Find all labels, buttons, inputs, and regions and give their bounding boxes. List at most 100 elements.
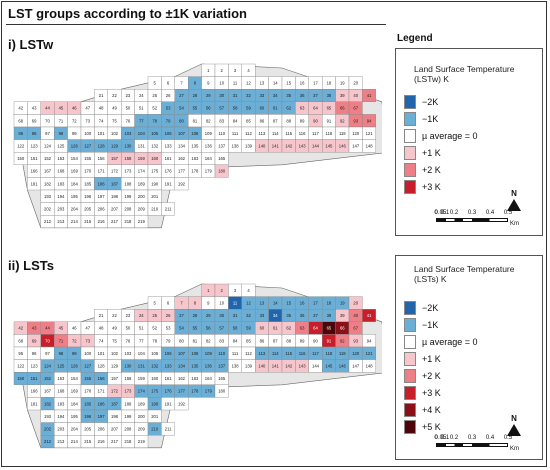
grid-cell-id: 33 [260, 313, 265, 318]
grid-cell-id: 108 [191, 351, 199, 356]
grid-cell: 8 [187, 296, 202, 310]
grid-cell-id: 5 [154, 81, 157, 86]
grid-cell-id: 113 [259, 351, 266, 356]
grid-cell-id: 211 [165, 427, 172, 432]
grid-cell: 74 [94, 334, 109, 348]
grid-cell: 216 [94, 434, 109, 448]
scale-tick-label: 0.2 [449, 435, 459, 441]
grid-cell: 170 [80, 164, 95, 178]
grid-cell-id: 131 [138, 364, 146, 369]
grid-cell-id: 101 [98, 131, 106, 136]
legend-class-label: µ average = 0 [422, 131, 478, 141]
grid-cell-id: 100 [84, 351, 92, 356]
grid-cell-id: 117 [312, 131, 319, 136]
grid-cell: 94 [362, 334, 376, 348]
grid-cell-id: 137 [218, 364, 226, 369]
grid-cell-id: 59 [246, 326, 251, 331]
grid-cell: 94 [362, 114, 376, 128]
grid-cell: 162 [174, 151, 189, 165]
grid-cell: 103 [120, 126, 135, 140]
grid-cell-id: 2 [221, 288, 224, 293]
grid-cell: 17 [308, 76, 323, 90]
grid-cell-id: 32 [246, 313, 251, 318]
grid-cell: 128 [94, 139, 109, 153]
grid-cell: 212 [40, 434, 55, 448]
grid-cell-id: 41 [367, 93, 372, 98]
grid-cell-id: 37 [313, 313, 318, 318]
grid-cell: 180 [214, 384, 229, 398]
grid-cell-fill [161, 422, 175, 436]
grid-cell: 114 [268, 346, 283, 360]
grid-cell-id: 124 [44, 144, 52, 149]
grid-cell: 15 [281, 76, 296, 90]
legend-class-label: +3 K [422, 388, 441, 398]
grid-cell: 152 [40, 371, 55, 385]
grid-cell-id: 167 [44, 389, 52, 394]
grid-cell-id: 95 [18, 131, 23, 136]
grid-cell: 108 [187, 346, 202, 360]
grid-cell-id: 37 [313, 93, 318, 98]
grid-cell: 10 [214, 296, 229, 310]
grid-cell-id: 34 [273, 313, 278, 318]
grid-cell: 215 [80, 214, 95, 228]
grid-cell: 143 [295, 359, 309, 373]
grid-cell: 117 [308, 126, 323, 140]
grid-cell: 3 [228, 283, 242, 297]
grid-cell-id: 192 [178, 181, 186, 186]
grid-cell: 6 [161, 76, 175, 90]
grid-cell: 112 [241, 346, 256, 360]
grid-cell-id: 193 [44, 414, 52, 419]
grid-cell: 18 [322, 296, 336, 310]
grid-cell-id: 118 [326, 351, 333, 356]
grid-cell: 133 [161, 139, 175, 153]
grid-cell: 60 [254, 101, 269, 115]
grid-cell: 2 [214, 283, 229, 297]
grid-cell: 141 [268, 139, 283, 153]
grid-cell: 69 [27, 334, 41, 348]
grid-cell: 159 [134, 151, 149, 165]
grid-cell: 115 [281, 126, 296, 140]
grid-cell: 24 [134, 309, 149, 323]
grid-cell-id: 47 [85, 106, 90, 111]
grid-cell-id: 59 [246, 106, 251, 111]
grid-cell: 35 [281, 309, 296, 323]
grid-cell: 181 [27, 177, 41, 191]
grid-cell: 123 [27, 139, 41, 153]
grid-cell: 38 [322, 309, 336, 323]
grid-cell: 191 [161, 177, 175, 191]
grid-cell-id: 16 [300, 81, 305, 86]
grid-cell: 138 [228, 359, 242, 373]
grid-cell-id: 129 [111, 364, 119, 369]
grid-cell-id: 62 [286, 106, 291, 111]
grid-cell-id: 203 [57, 427, 65, 432]
grid-cell: 84 [228, 114, 242, 128]
grid-cell-id: 96 [32, 131, 37, 136]
grid-cell-id: 136 [205, 144, 213, 149]
grid-cell-id: 17 [313, 81, 318, 86]
grid-cell-id: 62 [286, 326, 291, 331]
grid-cell: 98 [54, 346, 68, 360]
grid-cell-id: 140 [258, 144, 266, 149]
grid-cell-id: 202 [44, 427, 52, 432]
title-divider [6, 24, 386, 25]
grid-cell: 173 [120, 164, 135, 178]
grid-cell: 122 [13, 359, 28, 373]
grid-cell-id: 87 [273, 338, 278, 343]
grid-cell: 22 [107, 89, 122, 103]
grid-cell-id: 52 [152, 326, 157, 331]
grid-cell-id: 75 [112, 338, 117, 343]
grid-cell-id: 40 [353, 93, 358, 98]
grid-cell-id: 183 [57, 401, 65, 406]
grid-cell: 30 [214, 309, 229, 323]
grid-cell: 3 [228, 63, 242, 77]
grid-cell: 104 [134, 126, 149, 140]
grid-cell-id: 155 [84, 156, 92, 161]
grid-cell: 68 [13, 334, 28, 348]
grid-cell-id: 148 [366, 364, 374, 369]
grid-cell: 132 [147, 359, 162, 373]
legend-lsts: Land Surface Temperature (LSTs) K −2K −1K… [395, 255, 543, 460]
grid-cell: 145 [322, 359, 336, 373]
grid-cell-id: 141 [272, 144, 280, 149]
grid-cell: 174 [134, 164, 149, 178]
grid-cell-id: 178 [191, 389, 199, 394]
